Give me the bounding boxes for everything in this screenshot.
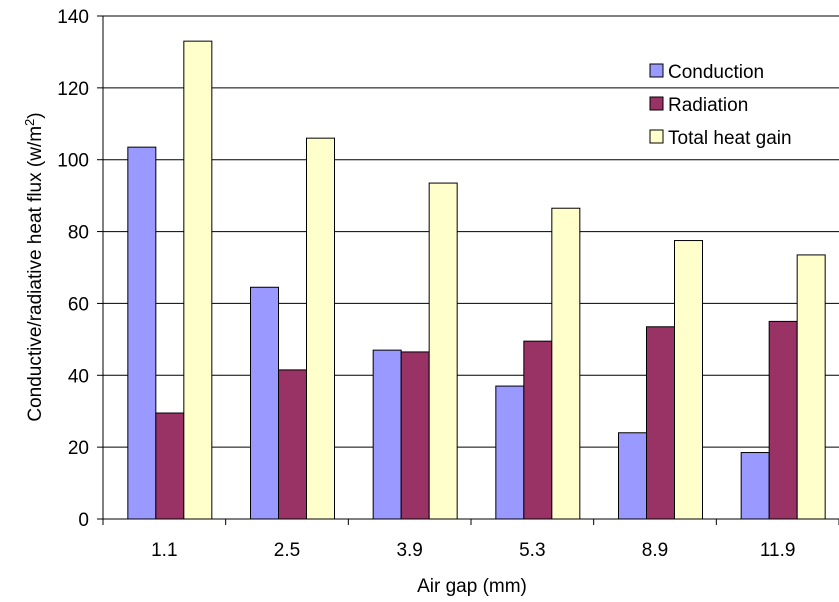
bar-total-heat-gain	[428, 182, 458, 520]
bar-total-heat-gain	[551, 207, 581, 520]
legend-label: Radiation	[668, 95, 748, 116]
legend-swatch	[649, 129, 664, 144]
bar-conduction	[372, 349, 402, 520]
x-tick-label: 5.3	[519, 540, 545, 561]
y-tick-labels: 0 20 40 60 80 100 120 140	[57, 7, 89, 531]
bar-conduction	[495, 385, 525, 520]
y-tick-label: 40	[68, 366, 89, 387]
bar-radiation	[646, 326, 675, 520]
y-tick-label: 60	[68, 294, 89, 315]
bar-conduction	[618, 432, 647, 520]
y-tick-label: 100	[57, 151, 89, 172]
x-tick-label: 2.5	[274, 540, 300, 561]
y-axis-title-superscript: 2	[22, 119, 37, 126]
gridlines	[103, 15, 839, 448]
bar-conduction	[127, 146, 157, 520]
bars	[127, 40, 826, 520]
y-axis-title: Conductive/radiative heat flux (w/m2)	[22, 112, 46, 421]
legend-swatch	[649, 96, 664, 111]
x-tick-label: 1.1	[151, 540, 177, 561]
y-tick-label: 80	[68, 223, 89, 244]
x-tick-label: 8.9	[642, 540, 668, 561]
bar-radiation	[400, 351, 430, 520]
x-tick-label: 11.9	[760, 540, 796, 561]
bar-radiation	[768, 320, 798, 520]
legend: Conduction Radiation Total heat gain	[649, 62, 792, 149]
bar-radiation	[523, 340, 553, 520]
bar-conduction	[250, 286, 279, 520]
bar-radiation	[278, 369, 307, 520]
bar-total-heat-gain	[306, 137, 335, 520]
x-tick-labels: 1.1 2.5 3.9 5.3 8.9 11.9	[151, 540, 795, 561]
bar-total-heat-gain	[796, 254, 826, 520]
y-tick-label: 120	[57, 79, 89, 100]
legend-swatch	[649, 63, 664, 78]
bar-conduction	[740, 452, 770, 520]
legend-label: Total heat gain	[668, 128, 792, 149]
axes	[97, 15, 839, 525]
bar-total-heat-gain	[674, 240, 703, 520]
bar-radiation	[155, 412, 185, 520]
y-axis-title-main: Conductive/radiative heat flux (w/m	[25, 126, 46, 422]
y-tick-label: 20	[68, 438, 89, 459]
y-tick-label: 0	[78, 510, 89, 531]
bar-total-heat-gain	[183, 40, 213, 520]
legend-label: Conduction	[668, 62, 764, 83]
y-tick-label: 140	[57, 7, 89, 28]
x-axis-title: Air gap (mm)	[417, 576, 527, 597]
x-tick-label: 3.9	[396, 540, 422, 561]
y-axis-title-close: )	[25, 112, 46, 118]
